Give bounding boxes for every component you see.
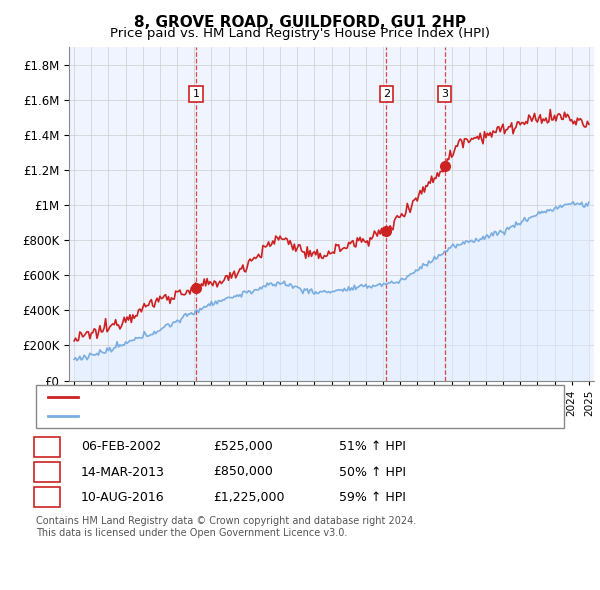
Text: 10-AUG-2016: 10-AUG-2016 (81, 491, 164, 504)
Text: Contains HM Land Registry data © Crown copyright and database right 2024.
This d: Contains HM Land Registry data © Crown c… (36, 516, 416, 538)
Text: £1,225,000: £1,225,000 (213, 491, 284, 504)
Text: 59% ↑ HPI: 59% ↑ HPI (339, 491, 406, 504)
Text: 1: 1 (43, 440, 51, 453)
Text: 3: 3 (441, 89, 448, 99)
Text: 8, GROVE ROAD, GUILDFORD, GU1 2HP: 8, GROVE ROAD, GUILDFORD, GU1 2HP (134, 15, 466, 30)
Text: 2: 2 (43, 466, 51, 478)
Text: 14-MAR-2013: 14-MAR-2013 (81, 466, 165, 478)
Text: £525,000: £525,000 (213, 440, 273, 453)
Text: 50% ↑ HPI: 50% ↑ HPI (339, 466, 406, 478)
Text: Price paid vs. HM Land Registry's House Price Index (HPI): Price paid vs. HM Land Registry's House … (110, 27, 490, 40)
Text: 8, GROVE ROAD, GUILDFORD, GU1 2HP (detached house): 8, GROVE ROAD, GUILDFORD, GU1 2HP (detac… (87, 391, 426, 404)
Text: 1: 1 (193, 89, 199, 99)
Text: £850,000: £850,000 (213, 466, 273, 478)
Text: 3: 3 (43, 491, 51, 504)
Text: HPI: Average price, detached house, Guildford: HPI: Average price, detached house, Guil… (87, 409, 359, 422)
Text: 2: 2 (383, 89, 390, 99)
Text: 51% ↑ HPI: 51% ↑ HPI (339, 440, 406, 453)
Text: 06-FEB-2002: 06-FEB-2002 (81, 440, 161, 453)
